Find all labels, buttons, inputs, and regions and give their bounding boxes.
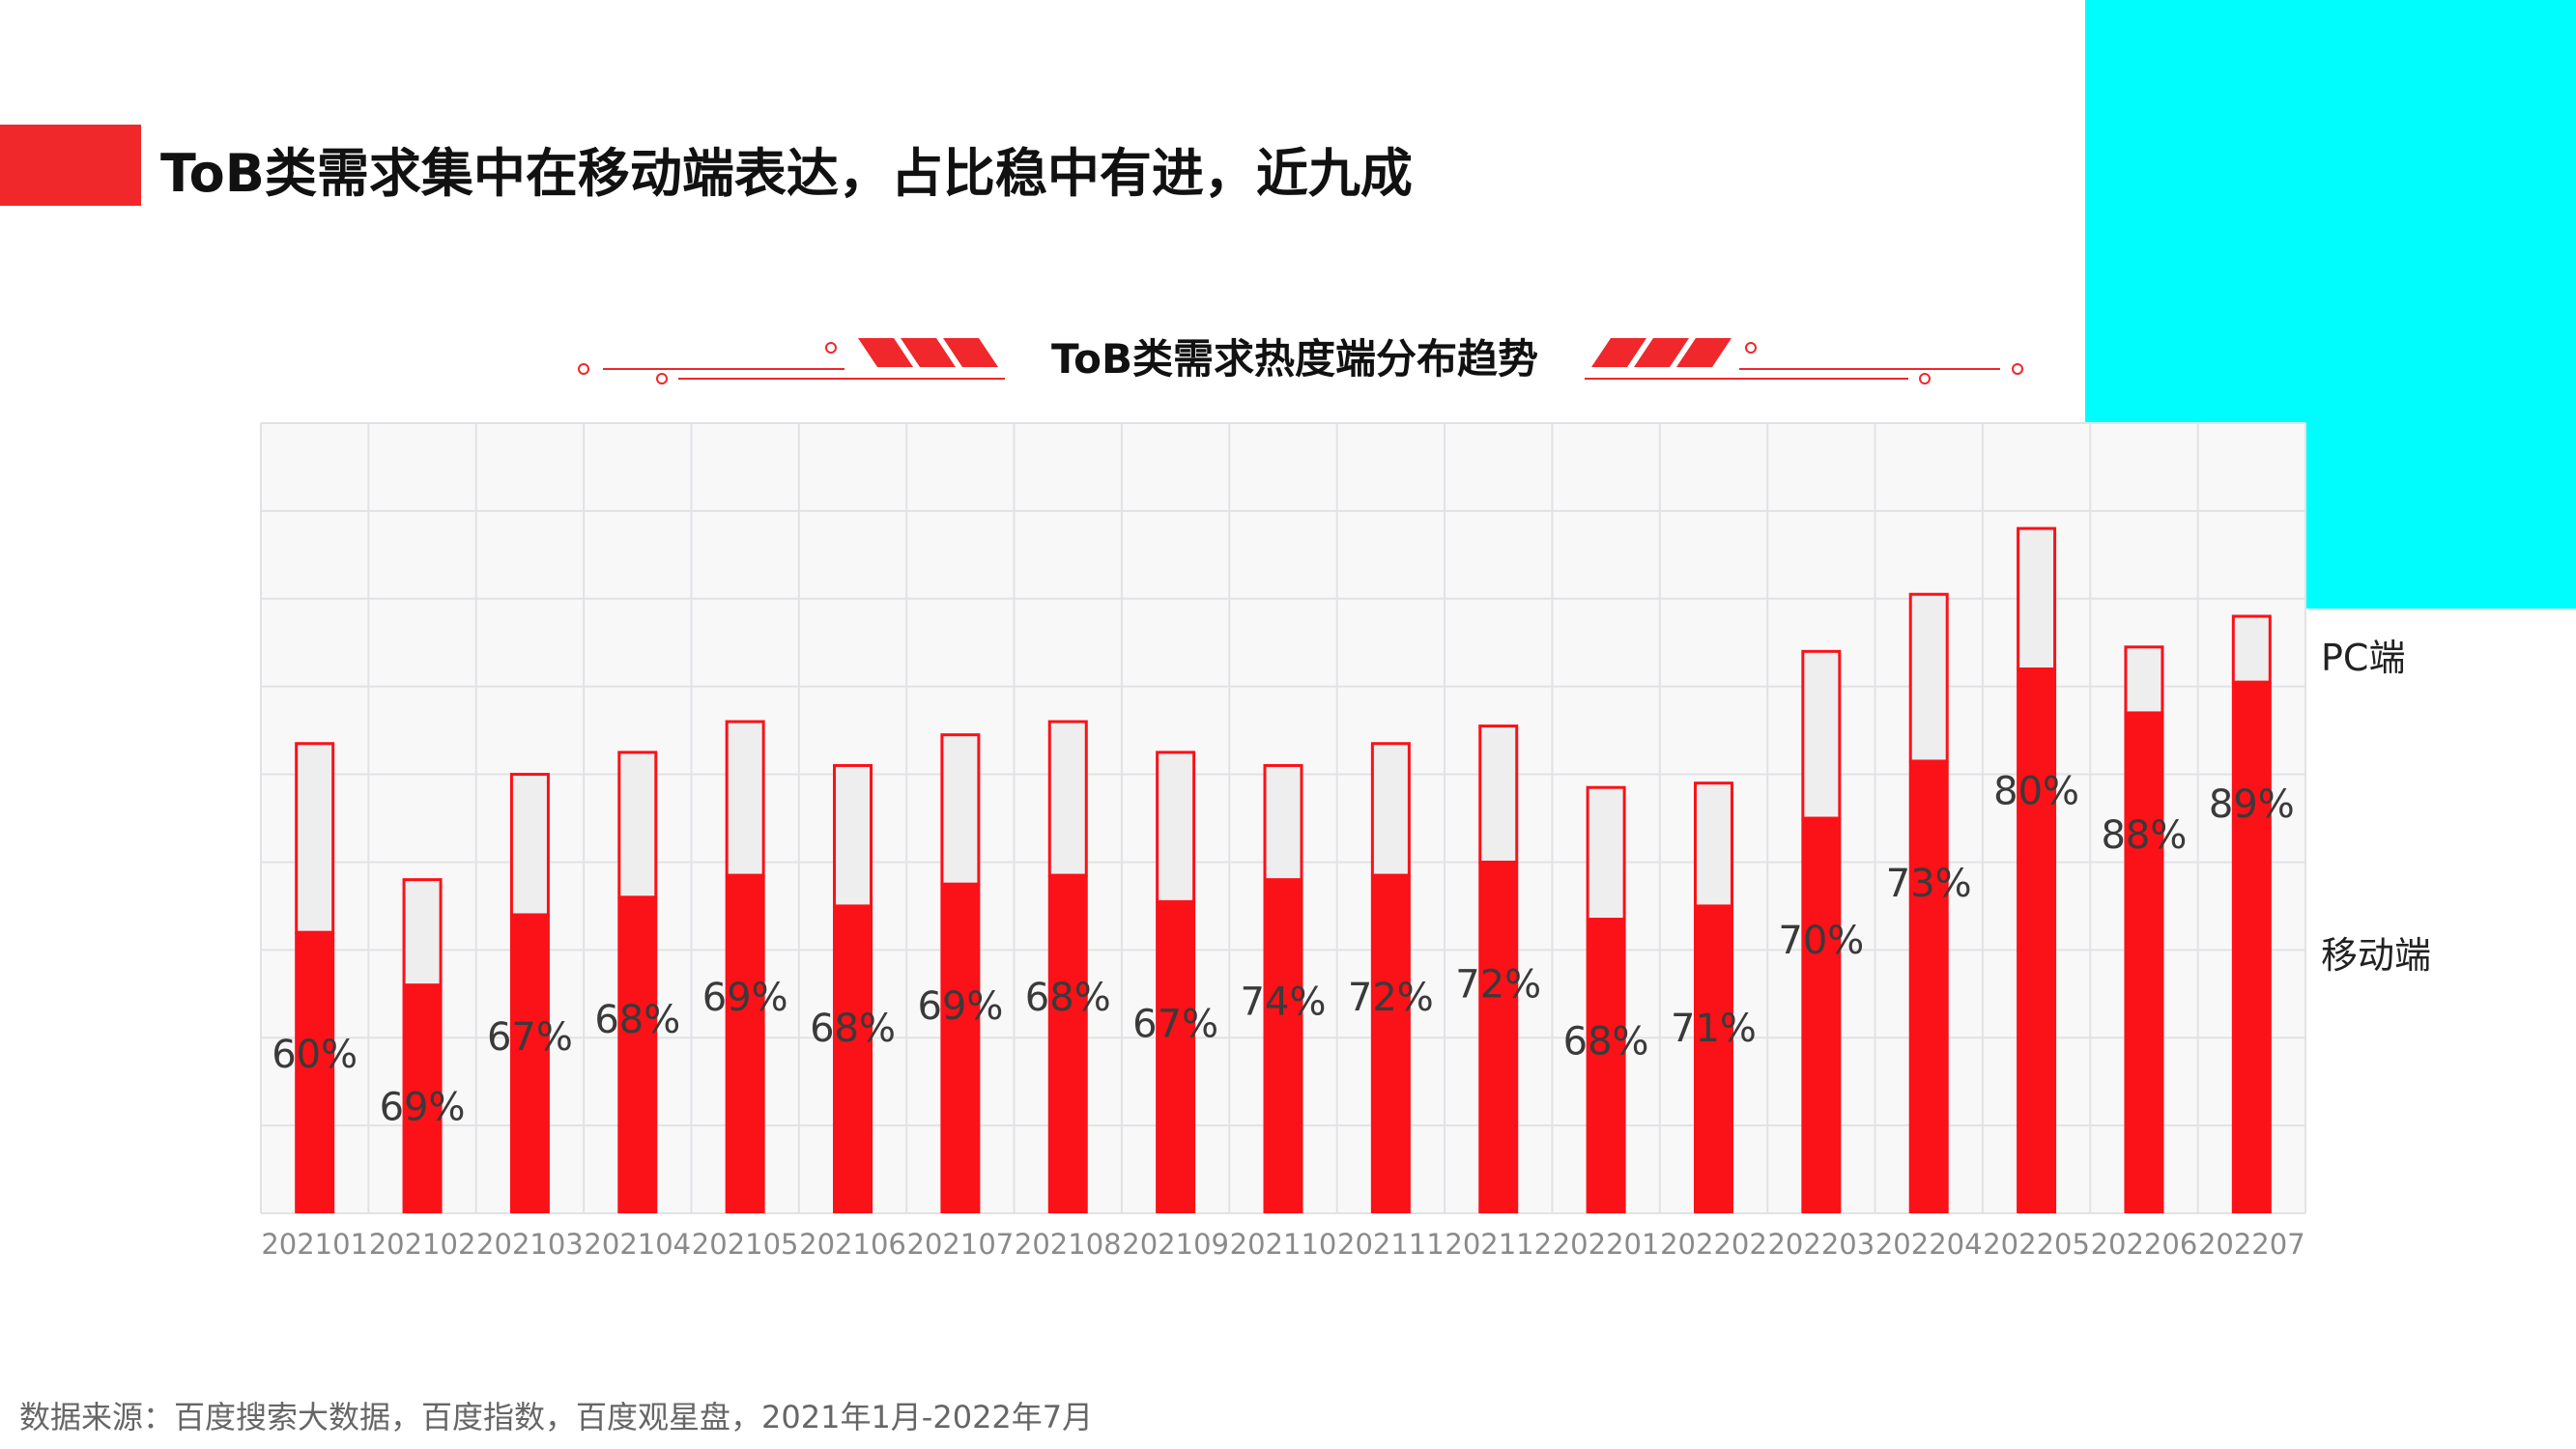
x-tick-label: 202204 xyxy=(1875,1228,1983,1261)
bar-pc xyxy=(2231,614,2272,684)
bar-pc xyxy=(1370,742,1411,877)
bar-pc xyxy=(509,773,550,917)
bar-pc xyxy=(1156,751,1196,903)
bar-mobile xyxy=(402,984,443,1213)
bar-pc xyxy=(402,878,443,987)
data-label: 73% xyxy=(1886,862,1972,906)
bar-pc xyxy=(1693,781,1733,908)
bar-pc xyxy=(833,763,873,908)
data-label: 74% xyxy=(1241,980,1327,1025)
bar-mobile xyxy=(1156,901,1196,1213)
data-label: 68% xyxy=(594,998,680,1042)
data-label: 72% xyxy=(1348,976,1434,1020)
data-label: 68% xyxy=(1563,1020,1649,1065)
x-tick-label: 202203 xyxy=(1767,1228,1875,1261)
data-label: 68% xyxy=(1025,976,1111,1020)
bar-mobile xyxy=(295,932,335,1213)
data-label: 80% xyxy=(1993,769,2079,813)
legend-mobile-label: 移动端 xyxy=(2321,934,2431,977)
stacked-bar-chart: 60% 202101 69% 202102 67% 202103 68% 202104 69% 2… xyxy=(260,422,2431,1261)
x-tick-label: 202110 xyxy=(1230,1228,1337,1261)
bar-pc xyxy=(1047,720,1088,877)
bar-pc xyxy=(940,733,981,886)
x-tick-label: 202201 xyxy=(1553,1228,1660,1261)
bar-mobile xyxy=(1693,905,1733,1213)
bar-mobile xyxy=(1801,818,1842,1213)
bar-pc xyxy=(1586,785,1626,922)
x-tick-label: 202202 xyxy=(1660,1228,1767,1261)
data-label: 69% xyxy=(380,1086,466,1130)
data-label: 67% xyxy=(487,1015,573,1060)
x-tick-label: 202112 xyxy=(1445,1228,1552,1261)
bar-mobile xyxy=(2124,712,2164,1213)
data-label: 69% xyxy=(702,976,788,1020)
bar-mobile xyxy=(1370,875,1411,1213)
data-label: 89% xyxy=(2209,782,2295,827)
bar-pc xyxy=(1478,724,1519,864)
bar-pc xyxy=(1908,592,1949,763)
x-tick-label: 202103 xyxy=(476,1228,584,1261)
data-label: 71% xyxy=(1671,1007,1757,1051)
x-tick-label: 202108 xyxy=(1015,1228,1122,1261)
bar-pc xyxy=(295,742,335,934)
bar-mobile xyxy=(940,884,981,1213)
bar-mobile xyxy=(725,875,765,1213)
source-note: 数据来源：百度搜索大数据，百度指数，百度观星盘，2021年1月-2022年7月 xyxy=(19,1399,1094,1435)
bar-mobile xyxy=(833,905,873,1213)
x-tick-label: 202101 xyxy=(261,1228,368,1261)
bar-pc xyxy=(2124,645,2164,715)
bar-mobile xyxy=(1047,875,1088,1213)
bar-mobile xyxy=(509,914,550,1213)
data-label: 60% xyxy=(272,1033,358,1077)
bar-pc xyxy=(1801,649,1842,820)
bar-mobile xyxy=(2231,682,2272,1213)
x-tick-label: 202105 xyxy=(692,1228,799,1261)
chart-title-banner: ToB类需求热度端分布趋势 xyxy=(560,319,2029,406)
data-label: 69% xyxy=(917,984,1003,1029)
legend-pc-label: PC端 xyxy=(2321,637,2405,679)
data-label: 72% xyxy=(1455,962,1541,1007)
bar-mobile xyxy=(2017,668,2057,1213)
x-tick-label: 202109 xyxy=(1122,1228,1229,1261)
title-ornament-right xyxy=(1585,338,2023,384)
bar-mobile xyxy=(1478,862,1519,1213)
data-label: 68% xyxy=(810,1007,896,1051)
data-label: 70% xyxy=(1778,919,1864,963)
bar-pc xyxy=(2017,526,2057,670)
x-tick-label: 202104 xyxy=(584,1228,691,1261)
bar-pc xyxy=(725,720,765,877)
bar-pc xyxy=(617,751,658,899)
x-tick-label: 202106 xyxy=(799,1228,906,1261)
bar-mobile xyxy=(617,896,658,1213)
title-ornament-left xyxy=(578,338,1005,384)
data-label: 88% xyxy=(2101,813,2187,858)
bar-mobile xyxy=(1586,919,1626,1213)
x-tick-label: 202207 xyxy=(2198,1228,2305,1261)
chart-title: ToB类需求热度端分布趋势 xyxy=(1051,335,1538,383)
bar-pc xyxy=(1263,763,1303,882)
x-tick-label: 202206 xyxy=(2091,1228,2198,1261)
x-tick-label: 202107 xyxy=(907,1228,1015,1261)
title-accent-bar xyxy=(0,125,141,206)
bar-mobile xyxy=(1908,760,1949,1213)
data-label: 67% xyxy=(1132,1002,1218,1046)
page-title: ToB类需求集中在移动端表达，占比稳中有进，近九成 xyxy=(160,143,1413,204)
bar-mobile xyxy=(1263,879,1303,1213)
x-tick-label: 202205 xyxy=(1983,1228,2090,1261)
x-tick-label: 202111 xyxy=(1337,1228,1445,1261)
x-tick-label: 202102 xyxy=(369,1228,476,1261)
